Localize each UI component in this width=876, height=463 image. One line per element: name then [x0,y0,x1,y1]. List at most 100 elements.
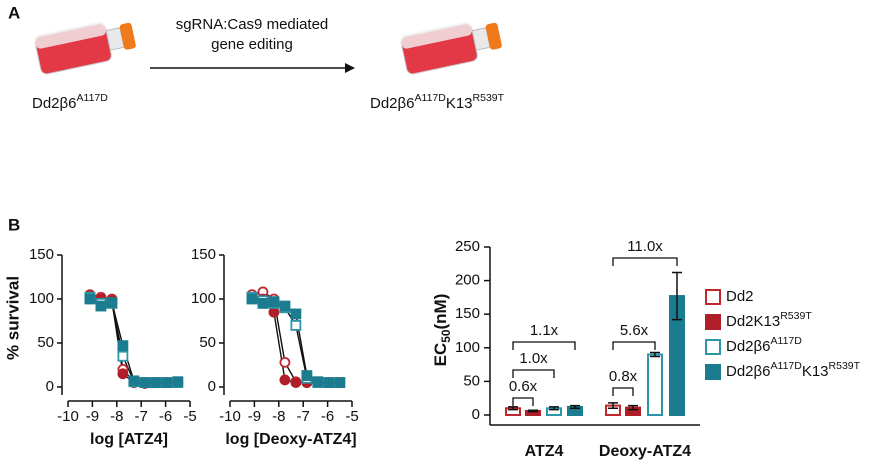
panel-label: A [8,3,20,22]
strain-label: Dd2β6A117DK13R539T [370,92,505,112]
marker [268,296,280,308]
marker [117,350,129,362]
x-tick-label: -9 [86,408,99,425]
marker [257,297,269,309]
x-tick-label: -9 [248,408,261,425]
y-axis-label: % survival [3,276,22,360]
marker [290,377,302,389]
y-tick-label: 150 [191,246,216,263]
legend-label: Dd2β6A117D [726,335,802,355]
text-part: K13 [446,95,473,112]
y-tick-label: 50 [199,334,216,351]
superscript: A117D [77,92,109,104]
bracket [612,387,634,396]
marker [106,297,118,308]
error-bar [508,406,518,411]
panel-label: B [8,215,20,234]
superscript: 50 [439,329,453,343]
fit-line [89,298,178,384]
x-tick-label: Deoxy-ATZ4 [599,443,691,460]
x-tick-label: -5 [183,408,196,425]
error-bar [549,406,559,411]
text-part: Dd2β6 [32,95,77,112]
y-axis-label: EC50(nM) [431,294,453,367]
y-tick-label: 100 [191,290,216,307]
legend-label: Dd2 [726,288,754,305]
text-part: Dd2 [726,288,754,305]
y-tick-label: 200 [455,272,480,289]
marker [279,300,291,312]
text-part: EC [431,343,450,367]
method-label: gene editing [211,36,293,53]
marker [150,377,162,389]
superscript: A117D [415,92,447,104]
bracket [512,369,555,378]
strain-label: Dd2β6A117D [32,92,108,112]
error-bar [650,351,660,358]
y-tick-label: 0 [46,378,54,395]
error-bar [672,271,682,321]
marker [334,377,346,389]
legend-swatch [705,364,721,380]
x-tick-label: -6 [159,408,172,425]
y-tick-label: 100 [455,339,480,356]
annotation: 1.0x [519,350,548,367]
marker [172,376,184,388]
bar [647,353,663,416]
superscript: R539T [829,360,861,372]
annotation: 1.1x [530,322,559,339]
superscript: A117D [771,335,803,347]
y-tick-label: 150 [29,246,54,263]
marker [312,376,324,388]
x-tick-label: -10 [219,408,241,425]
x-tick-label: -7 [297,408,310,425]
text-part: Dd2β6 [726,363,771,380]
error-bar [528,409,538,413]
y-tick-label: 250 [455,238,480,255]
y-tick-label: 0 [472,406,480,423]
y-tick-label: 0 [208,378,216,395]
marker [279,374,291,386]
y-tick-label: 150 [455,305,480,322]
x-tick-label: -5 [345,408,358,425]
text-part: Dd2K13 [726,313,780,330]
x-tick-label: ATZ4 [525,443,564,460]
error-bar [608,402,618,410]
annotation: 5.6x [620,322,649,339]
marker [290,308,302,320]
marker [301,370,313,381]
marker [268,306,280,318]
method-label: sgRNA:Cas9 mediated [176,16,329,33]
marker [161,377,173,389]
bracket [612,257,678,266]
y-tick-label: 50 [463,372,480,389]
x-axis-label: log [Deoxy-ATZ4] [225,431,356,448]
text-part: Dd2β6 [370,95,415,112]
marker [139,377,151,389]
x-tick-label: -6 [321,408,334,425]
text-part: Dd2β6 [726,338,771,355]
superscript: R539T [780,310,812,322]
legend-swatch [705,314,721,330]
marker [117,368,129,380]
marker [128,375,140,387]
x-tick-label: -8 [272,408,285,425]
annotation: 0.8x [609,368,638,385]
bracket [512,397,534,406]
bracket [612,341,656,350]
marker [246,293,258,305]
error-bar [628,404,638,411]
y-tick-label: 50 [37,334,54,351]
text-part: K13 [802,363,829,380]
y-tick-label: 100 [29,290,54,307]
legend-label: Dd2β6A117DK13R539T [726,360,861,380]
marker [279,356,291,368]
marker [117,340,129,352]
legend-swatch [705,289,721,305]
legend-label: Dd2K13R539T [726,310,812,330]
legend-swatch [705,339,721,355]
flask-icon [400,21,502,75]
marker [290,319,302,331]
annotation: 11.0x [627,238,663,255]
